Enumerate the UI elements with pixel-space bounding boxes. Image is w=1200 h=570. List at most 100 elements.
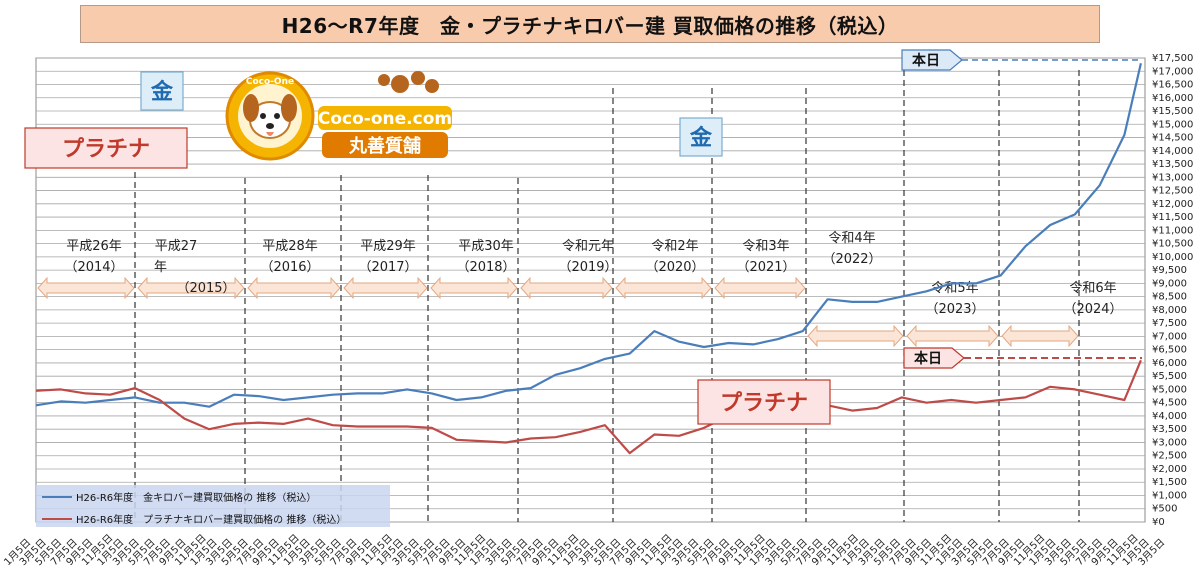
legend-platinum-label: H26-R6年度 プラチナキロバー建買取価格の 推移（税込） [76, 513, 346, 526]
y-tick-labels: ¥0 ¥500 ¥1,000 ¥1,500 ¥2,000 ¥2,500 ¥3,000 ¥3,5… [1152, 53, 1193, 528]
y-tick-label: ¥7,000 [1152, 331, 1187, 342]
logo-shop-text: 丸善質舗 [348, 135, 421, 157]
y-tick-label: ¥8,000 [1152, 305, 1187, 316]
year-label: 令和4年 [828, 231, 875, 246]
year-label: （2020） [645, 260, 704, 275]
year-arrow [247, 276, 341, 300]
y-tick-label: ¥10,000 [1152, 252, 1193, 263]
y-tick-label: ¥7,500 [1152, 318, 1187, 329]
gold-label-top-box [140, 71, 184, 111]
legend-gold-label: H26-R6年度 金キロバー建買取価格の 推移（税込） [76, 491, 316, 504]
y-tick-label: ¥8,500 [1152, 292, 1187, 303]
y-tick-label: ¥4,000 [1152, 411, 1187, 422]
year-arrow [1001, 324, 1079, 348]
year-arrow [430, 276, 518, 300]
today-gold-tag-text: 本日 [912, 52, 940, 69]
y-tick-label: ¥1,500 [1152, 477, 1187, 488]
y-tick-label: ¥1,000 [1152, 490, 1187, 501]
y-tick-label: ¥13,000 [1152, 172, 1193, 183]
year-label: 年 [154, 260, 167, 275]
today-gold-tag-shape [901, 49, 963, 71]
year-label: 平成26年 [66, 239, 122, 254]
y-tick-label: ¥500 [1152, 504, 1177, 515]
year-label: 平成28年 [262, 239, 318, 254]
year-arrow [520, 276, 613, 300]
y-tick-label: ¥3,500 [1152, 424, 1187, 435]
y-tick-label: ¥10,500 [1152, 239, 1193, 250]
platinum-label-top-text: プラチナ [62, 137, 150, 162]
y-tick-label: ¥6,500 [1152, 345, 1187, 356]
platinum-series-line [35, 359, 1142, 455]
y-tick-label: ¥9,500 [1152, 265, 1187, 276]
year-arrow [137, 276, 245, 300]
logo-site-text: Coco-one.com [318, 109, 452, 129]
year-label: 令和5年 [931, 281, 978, 296]
y-tick-label: ¥14,500 [1152, 133, 1193, 144]
y-tick-label: ¥9,000 [1152, 278, 1187, 289]
y-tick-label: ¥3,000 [1152, 437, 1187, 448]
gridlines [35, 57, 1146, 523]
year-label: 令和元年 [562, 239, 614, 254]
year-divider-lines [134, 70, 1080, 522]
year-label: （2016） [260, 260, 319, 275]
today-platinum-tag: 本日 [903, 347, 965, 369]
y-tick-label: ¥11,000 [1152, 225, 1193, 236]
year-arrow [807, 324, 904, 348]
gold-label-top: 金 [140, 71, 184, 111]
shop-logo: Coco-One Coco-one.com 丸善質舗 [225, 71, 452, 161]
platinum-label-top: プラチナ [24, 127, 188, 169]
y-tick-label: ¥17,000 [1152, 66, 1193, 77]
y-tick-label: ¥17,500 [1152, 53, 1193, 64]
gold-label-mid-box [679, 117, 723, 157]
year-label: 平成30年 [458, 239, 514, 254]
legend: H26-R6年度 金キロバー建買取価格の 推移（税込） H26-R6年度 プラチナ… [36, 485, 390, 527]
year-arrow [906, 324, 999, 348]
platinum-label-mid-text: プラチナ [720, 391, 808, 416]
year-label: （2021） [736, 260, 795, 275]
platinum-label-mid: プラチナ [697, 379, 831, 425]
year-arrows [37, 276, 1079, 348]
year-arrow [714, 276, 806, 300]
year-arrow [343, 276, 428, 300]
chart-title: H26～R7年度 金・プラチナキロバー建 買取価格の推移（税込） [80, 5, 1100, 43]
gold-label-top-text: 金 [150, 79, 174, 105]
today-platinum-tag-shape [903, 347, 965, 369]
y-tick-label: ¥14,000 [1152, 146, 1193, 157]
year-label: 令和2年 [651, 239, 698, 254]
today-gold-tag: 本日 [901, 49, 963, 71]
year-arrow [37, 276, 135, 300]
y-tick-label: ¥2,500 [1152, 451, 1187, 462]
y-tick-label: ¥11,500 [1152, 212, 1193, 223]
logo-ring-text: Coco-One [246, 77, 294, 87]
year-label: （2018） [456, 260, 515, 275]
today-platinum-tag-text: 本日 [914, 350, 942, 367]
year-label: 令和6年 [1069, 281, 1116, 296]
year-label: （2023） [925, 302, 984, 317]
y-tick-label: ¥16,000 [1152, 93, 1193, 104]
y-tick-label: ¥12,000 [1152, 199, 1193, 210]
gold-label-mid: 金 [679, 117, 723, 157]
year-label: （2024） [1063, 302, 1122, 317]
year-label: （2019） [558, 260, 617, 275]
y-tick-label: ¥5,000 [1152, 384, 1187, 395]
year-label: （2014） [64, 260, 123, 275]
year-label: 令和3年 [742, 239, 789, 254]
year-label: （2015） [176, 281, 235, 296]
y-tick-label: ¥6,000 [1152, 358, 1187, 369]
year-labels: 平成26年 （2014） 平成27 年 （2015） 平成28年 （2016） 平成29年 （2… [64, 231, 1122, 317]
y-tick-label: ¥15,500 [1152, 106, 1193, 117]
year-label: （2017） [358, 260, 417, 275]
y-tick-label: ¥0 [1152, 517, 1165, 528]
y-tick-label: ¥2,000 [1152, 464, 1187, 475]
year-label: （2022） [822, 252, 881, 267]
y-tick-label: ¥12,500 [1152, 186, 1193, 197]
platinum-label-top-box [24, 127, 188, 169]
platinum-label-mid-box [697, 379, 831, 425]
gold-label-mid-text: 金 [689, 125, 713, 151]
year-label: 平成29年 [360, 239, 416, 254]
y-tick-label: ¥4,500 [1152, 398, 1187, 409]
year-arrow [615, 276, 712, 300]
x-tick-labels: 1月5日3月5日5月5日7月5日9月5日11月5日1月5日3月5日5月5日7月5… [2, 532, 1168, 568]
